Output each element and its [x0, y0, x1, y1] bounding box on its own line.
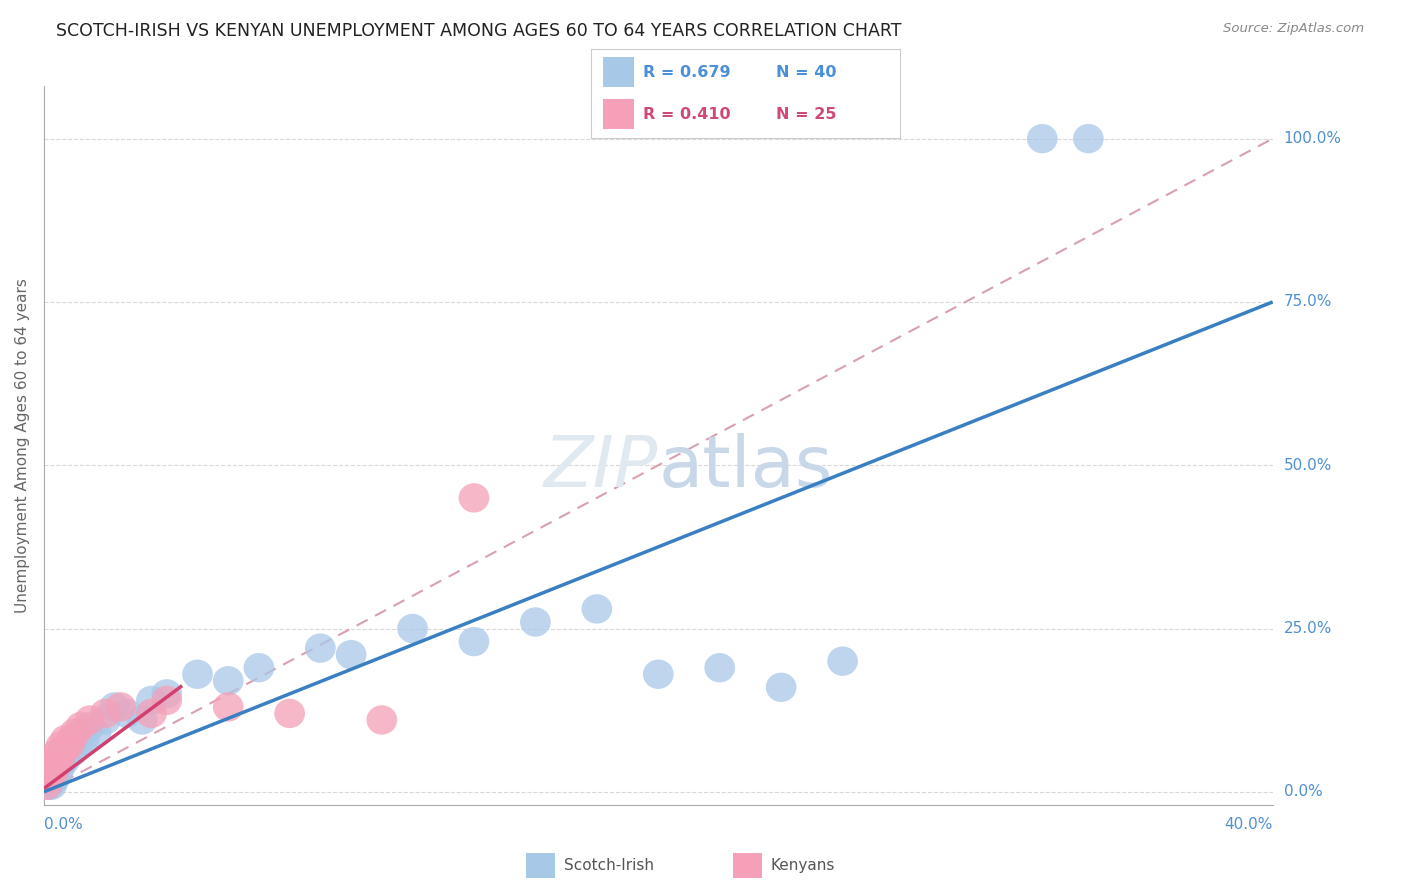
- Text: 50.0%: 50.0%: [1284, 458, 1331, 473]
- Ellipse shape: [39, 745, 70, 774]
- Ellipse shape: [1073, 124, 1104, 153]
- Ellipse shape: [35, 757, 66, 787]
- Ellipse shape: [51, 725, 80, 755]
- Bar: [603, 57, 634, 87]
- Ellipse shape: [66, 712, 96, 741]
- Text: N = 40: N = 40: [776, 65, 837, 79]
- Ellipse shape: [59, 725, 90, 755]
- Bar: [733, 853, 762, 878]
- Text: R = 0.410: R = 0.410: [643, 107, 731, 121]
- Ellipse shape: [69, 725, 100, 755]
- Ellipse shape: [152, 686, 183, 715]
- Text: 75.0%: 75.0%: [1284, 294, 1331, 310]
- Text: N = 25: N = 25: [776, 107, 837, 121]
- Ellipse shape: [39, 764, 70, 794]
- Ellipse shape: [212, 692, 243, 722]
- Ellipse shape: [305, 633, 336, 663]
- Ellipse shape: [37, 771, 67, 800]
- Ellipse shape: [458, 627, 489, 657]
- Ellipse shape: [1026, 124, 1057, 153]
- Ellipse shape: [59, 718, 90, 747]
- Ellipse shape: [136, 686, 167, 715]
- Ellipse shape: [56, 738, 87, 767]
- Text: ZIP: ZIP: [544, 433, 658, 501]
- Ellipse shape: [34, 764, 63, 794]
- Y-axis label: Unemployment Among Ages 60 to 64 years: Unemployment Among Ages 60 to 64 years: [15, 278, 30, 613]
- Ellipse shape: [90, 706, 121, 735]
- Text: Kenyans: Kenyans: [770, 858, 835, 872]
- Ellipse shape: [367, 706, 396, 735]
- Ellipse shape: [704, 653, 735, 682]
- Text: 0.0%: 0.0%: [1284, 784, 1323, 799]
- Ellipse shape: [45, 751, 76, 780]
- Ellipse shape: [53, 731, 84, 761]
- Text: atlas: atlas: [658, 433, 832, 501]
- Ellipse shape: [80, 718, 111, 747]
- Text: 25.0%: 25.0%: [1284, 621, 1331, 636]
- Ellipse shape: [152, 679, 183, 708]
- Bar: [526, 853, 555, 878]
- Text: 40.0%: 40.0%: [1225, 817, 1272, 832]
- Ellipse shape: [100, 692, 129, 722]
- Ellipse shape: [42, 757, 73, 787]
- Text: Source: ZipAtlas.com: Source: ZipAtlas.com: [1223, 22, 1364, 36]
- Ellipse shape: [75, 706, 105, 735]
- Text: 100.0%: 100.0%: [1284, 131, 1341, 146]
- Ellipse shape: [41, 751, 72, 780]
- Ellipse shape: [136, 698, 167, 728]
- Bar: [603, 99, 634, 129]
- Ellipse shape: [51, 745, 80, 774]
- Ellipse shape: [41, 751, 72, 780]
- Ellipse shape: [38, 757, 69, 787]
- Ellipse shape: [111, 698, 142, 728]
- Ellipse shape: [34, 771, 63, 800]
- Ellipse shape: [38, 757, 69, 787]
- Ellipse shape: [127, 706, 157, 735]
- Ellipse shape: [396, 614, 427, 643]
- Ellipse shape: [582, 594, 612, 624]
- Ellipse shape: [37, 751, 67, 780]
- Ellipse shape: [31, 771, 62, 800]
- Ellipse shape: [336, 640, 367, 669]
- Ellipse shape: [75, 712, 105, 741]
- Ellipse shape: [183, 659, 212, 689]
- Ellipse shape: [56, 725, 87, 755]
- Ellipse shape: [44, 745, 75, 774]
- Text: Scotch-Irish: Scotch-Irish: [564, 858, 654, 872]
- Ellipse shape: [46, 738, 77, 767]
- Ellipse shape: [827, 647, 858, 676]
- Ellipse shape: [105, 692, 136, 722]
- Text: R = 0.679: R = 0.679: [643, 65, 731, 79]
- Ellipse shape: [766, 673, 797, 702]
- Ellipse shape: [46, 738, 77, 767]
- Ellipse shape: [90, 698, 121, 728]
- Ellipse shape: [53, 731, 84, 761]
- Ellipse shape: [458, 483, 489, 513]
- Ellipse shape: [212, 666, 243, 696]
- Ellipse shape: [274, 698, 305, 728]
- Ellipse shape: [62, 731, 93, 761]
- Ellipse shape: [520, 607, 551, 637]
- Ellipse shape: [45, 731, 76, 761]
- Text: SCOTCH-IRISH VS KENYAN UNEMPLOYMENT AMONG AGES 60 TO 64 YEARS CORRELATION CHART: SCOTCH-IRISH VS KENYAN UNEMPLOYMENT AMON…: [56, 22, 901, 40]
- Ellipse shape: [44, 745, 75, 774]
- Ellipse shape: [42, 738, 73, 767]
- Text: 0.0%: 0.0%: [44, 817, 83, 832]
- Ellipse shape: [643, 659, 673, 689]
- Ellipse shape: [66, 718, 96, 747]
- Ellipse shape: [35, 764, 66, 794]
- Ellipse shape: [243, 653, 274, 682]
